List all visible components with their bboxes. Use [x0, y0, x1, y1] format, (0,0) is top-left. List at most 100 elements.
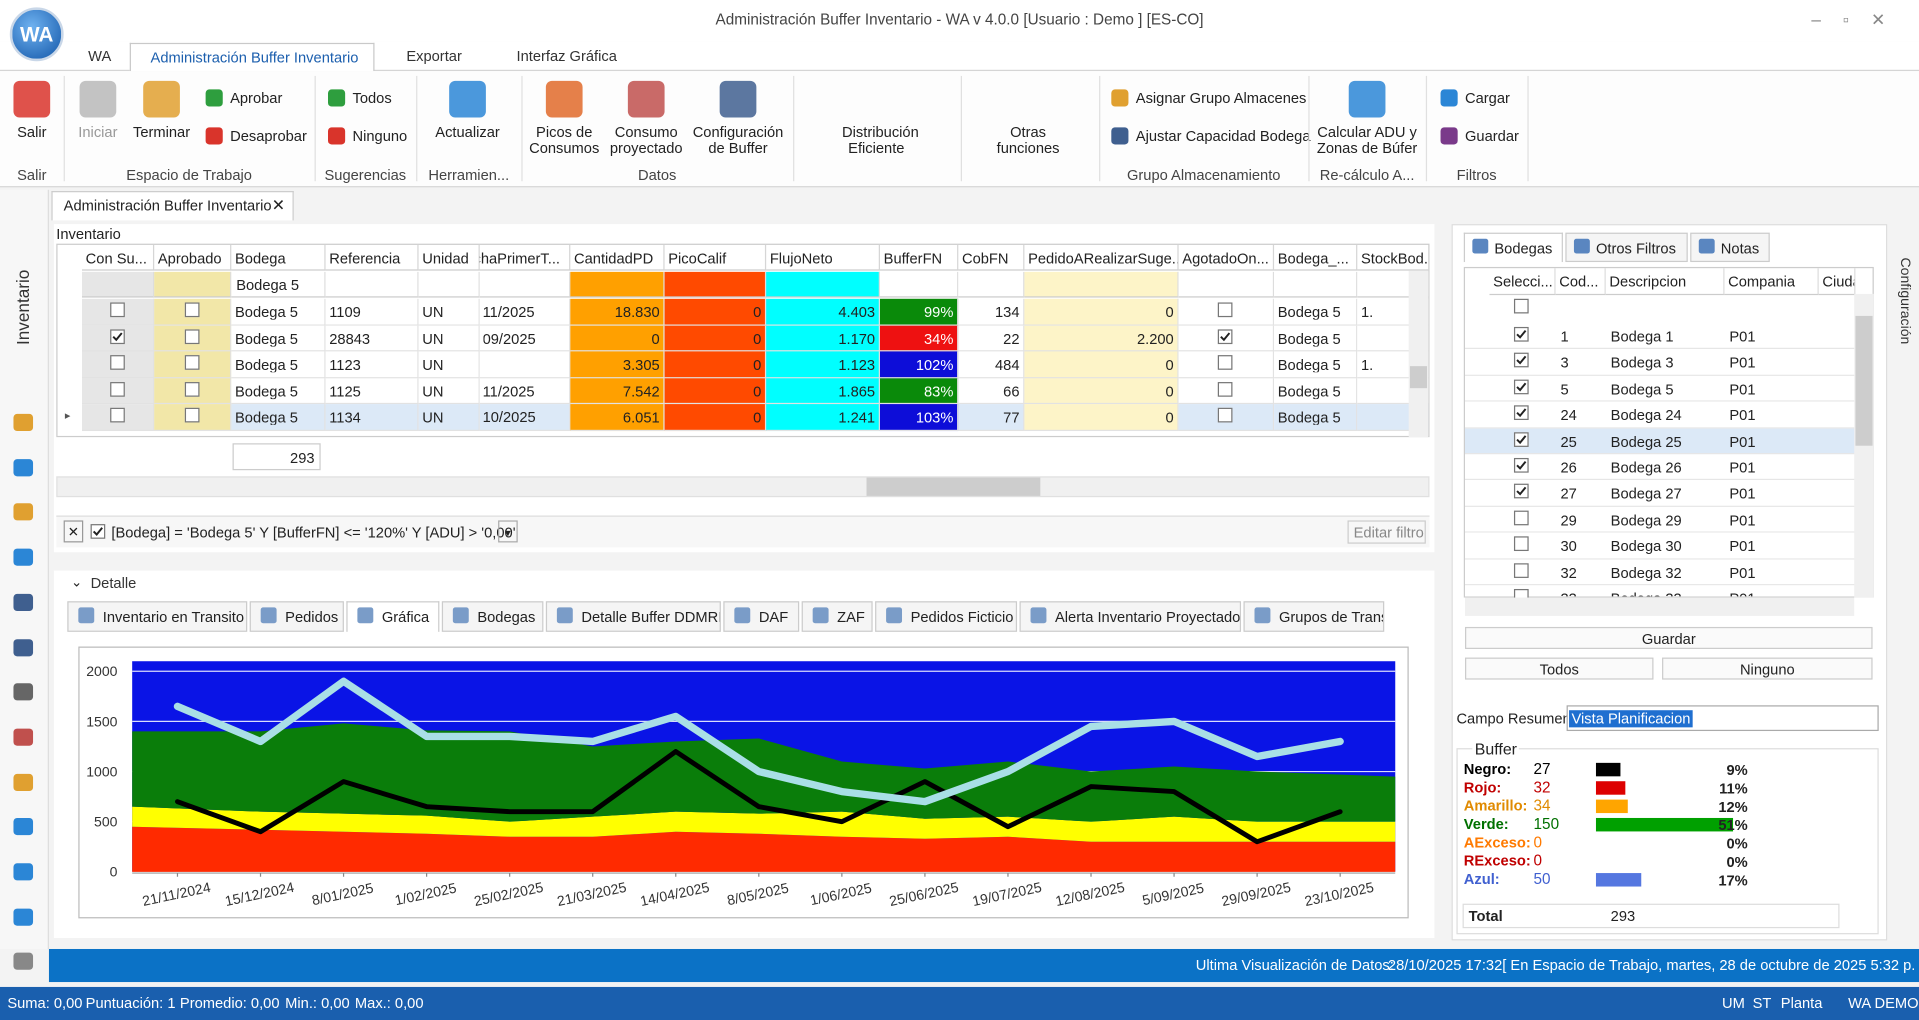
- ribbon-icon[interactable]: [13, 80, 51, 118]
- detail-tab[interactable]: Inventario en Transito: [67, 601, 248, 632]
- grid-checkbox[interactable]: [184, 407, 199, 423]
- grid-checkbox[interactable]: [109, 407, 125, 423]
- ribbon-icon[interactable]: [449, 80, 486, 118]
- detail-collapse[interactable]: ⌄: [70, 575, 83, 591]
- grid-header[interactable]: Con Su...: [82, 244, 155, 271]
- ribbon-dropdown[interactable]: Otras funciones: [996, 123, 1060, 157]
- ribbon-button[interactable]: Picos de Consumos: [529, 123, 600, 157]
- grid-vscroll-thumb[interactable]: [1409, 366, 1428, 389]
- grid-header[interactable]: AgotadoOn...: [1178, 244, 1275, 271]
- ribbon-icon[interactable]: [545, 80, 583, 118]
- ribbon-icon[interactable]: [79, 80, 117, 118]
- ribbon-button[interactable]: Ninguno: [352, 127, 408, 145]
- warehouse-checkbox[interactable]: [1513, 457, 1529, 473]
- ribbon-button[interactable]: Actualizar: [435, 123, 500, 141]
- close-tab[interactable]: ✕: [271, 195, 286, 215]
- status-item[interactable]: UM: [1722, 994, 1745, 1012]
- ribbon-button[interactable]: Cargar: [1465, 89, 1510, 107]
- ribbon-button[interactable]: Aprobar: [230, 89, 283, 107]
- sidebar-icon[interactable]: [13, 413, 34, 432]
- warehouse-header[interactable]: Compania: [1724, 268, 1819, 296]
- grid-header[interactable]: Aprobado: [154, 244, 232, 271]
- grid-header[interactable]: Unidad: [418, 244, 480, 271]
- grid-checkbox[interactable]: [1217, 407, 1233, 423]
- ribbon-icon[interactable]: [1348, 80, 1386, 118]
- ribbon-button[interactable]: Calcular ADU y Zonas de Búfer: [1316, 123, 1418, 157]
- save-button[interactable]: Guardar: [1465, 626, 1873, 649]
- ribbon-tab[interactable]: Exportar: [406, 47, 462, 65]
- detail-tab[interactable]: Gráfica: [346, 601, 440, 632]
- ribbon-icon[interactable]: [719, 80, 757, 118]
- ribbon-button[interactable]: Desaprobar: [230, 127, 307, 145]
- grid-header[interactable]: CobFN: [958, 244, 1025, 271]
- warehouse-checkbox[interactable]: [1513, 326, 1529, 342]
- sidebar-icon[interactable]: [13, 818, 34, 836]
- grid-header[interactable]: chaPrimerT...: [479, 244, 571, 271]
- sidebar-icon[interactable]: [13, 593, 34, 611]
- grid-checkbox[interactable]: [1217, 302, 1233, 318]
- detail-tab[interactable]: Bodegas: [441, 601, 544, 632]
- filter-edit-button[interactable]: Editar filtro: [1347, 520, 1426, 544]
- grid-checkbox[interactable]: [184, 355, 199, 370]
- filter-clear[interactable]: ✕: [63, 520, 84, 543]
- sidebar-icon[interactable]: [13, 548, 34, 566]
- warehouse-checkbox[interactable]: [1513, 405, 1529, 421]
- ribbon-button[interactable]: Salir: [17, 123, 47, 141]
- status-item[interactable]: Planta: [1780, 994, 1823, 1012]
- ribbon-button[interactable]: Todos: [352, 89, 392, 107]
- sidebar-icon[interactable]: [13, 953, 34, 971]
- sidebar-icon[interactable]: [13, 728, 34, 746]
- ribbon-button[interactable]: Ajustar Capacidad Bodega: [1135, 127, 1311, 145]
- ribbon-button[interactable]: Asignar Grupo Almacenes: [1135, 89, 1307, 107]
- sidebar-icon[interactable]: [13, 863, 34, 881]
- grid-header[interactable]: Bodega: [231, 244, 326, 271]
- grid-checkbox[interactable]: [1217, 381, 1233, 397]
- ribbon-dropdown[interactable]: Distribución Eficiente: [842, 123, 919, 157]
- warehouse-checkbox[interactable]: [1513, 510, 1529, 526]
- grid-header[interactable]: Referencia: [325, 244, 419, 271]
- warehouse-checkbox[interactable]: [1513, 562, 1529, 578]
- grid-checkbox[interactable]: [109, 302, 125, 318]
- grid-header[interactable]: CantidadPD: [570, 244, 665, 271]
- ribbon-tab[interactable]: Interfaz Gráfica: [516, 47, 617, 65]
- warehouse-header[interactable]: Ciudad: [1818, 268, 1856, 296]
- sidebar-icon[interactable]: [13, 683, 34, 701]
- grid-checkbox[interactable]: [109, 328, 125, 344]
- all-button[interactable]: Todos: [1465, 657, 1654, 680]
- detail-tab[interactable]: Detalle Buffer DDMRP: [545, 601, 721, 632]
- grid-checkbox[interactable]: [1217, 328, 1233, 344]
- grid-header[interactable]: FlujoNeto: [766, 244, 880, 271]
- grid-checkbox[interactable]: [109, 381, 125, 397]
- grid-header[interactable]: PedidoARealizarSuge...: [1024, 244, 1179, 271]
- ribbon-icon[interactable]: [143, 80, 180, 118]
- warehouse-header[interactable]: Cod...: [1555, 268, 1606, 296]
- warehouse-header[interactable]: Descripcion: [1605, 268, 1725, 296]
- filter-toggle[interactable]: [90, 524, 106, 539]
- grid-checkbox[interactable]: [109, 355, 125, 370]
- status-item[interactable]: WA DEMO: [1848, 994, 1919, 1012]
- grid-header[interactable]: Bodega_...: [1274, 244, 1358, 271]
- warehouse-header[interactable]: Selecci...: [1489, 268, 1556, 296]
- grid-checkbox[interactable]: [1217, 355, 1233, 370]
- warehouse-checkbox[interactable]: [1513, 379, 1529, 395]
- filter-dropdown[interactable]: ▾: [498, 520, 518, 543]
- warehouse-filter-checkbox[interactable]: [1513, 298, 1529, 314]
- ribbon-icon[interactable]: [627, 80, 665, 118]
- ribbon-tab[interactable]: WA: [88, 47, 112, 65]
- status-item[interactable]: ST: [1752, 994, 1772, 1012]
- document-tab[interactable]: Administración Buffer Inventario: [51, 191, 294, 221]
- sidebar-icon[interactable]: [13, 458, 34, 476]
- ribbon-tab[interactable]: Administración Buffer Inventario: [129, 42, 375, 72]
- grid-checkbox[interactable]: [184, 328, 199, 344]
- ribbon-button[interactable]: Terminar: [132, 123, 191, 141]
- ribbon-button[interactable]: Iniciar: [78, 123, 118, 141]
- sidebar-icon[interactable]: [13, 773, 34, 791]
- detail-tab[interactable]: Alerta Inventario Proyectado: [1019, 601, 1242, 632]
- panel-tab[interactable]: Notas: [1690, 232, 1770, 263]
- warehouse-checkbox[interactable]: [1513, 536, 1529, 552]
- ribbon-button[interactable]: Guardar: [1465, 127, 1519, 145]
- grid-header[interactable]: PicoCalif: [664, 244, 767, 271]
- sidebar-icon[interactable]: [13, 503, 34, 521]
- none-button[interactable]: Ninguno: [1662, 657, 1873, 680]
- warehouse-checkbox[interactable]: [1513, 431, 1529, 447]
